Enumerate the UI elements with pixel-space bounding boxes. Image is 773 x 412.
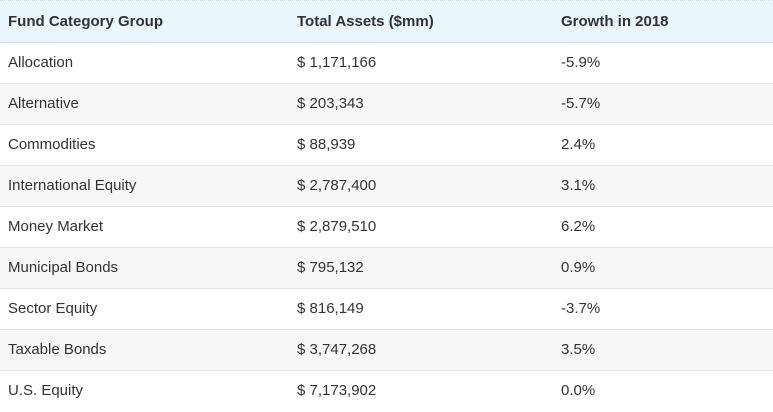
cell-total-assets: $ 3,747,268 — [288, 329, 552, 371]
cell-growth: 0.9% — [552, 247, 773, 289]
cell-fund-category: U.S. Equity — [0, 370, 288, 411]
cell-fund-category: International Equity — [0, 165, 288, 207]
cell-fund-category: Taxable Bonds — [0, 329, 288, 371]
cell-total-assets: $ 88,939 — [288, 124, 552, 166]
cell-fund-category: Alternative — [0, 83, 288, 125]
table-row: Allocation $ 1,171,166 -5.9% — [0, 42, 773, 84]
table-header: Fund Category Group Total Assets ($mm) G… — [0, 1, 773, 43]
cell-total-assets: $ 2,787,400 — [288, 165, 552, 207]
cell-fund-category: Sector Equity — [0, 288, 288, 330]
cell-fund-category: Commodities — [0, 124, 288, 166]
cell-total-assets: $ 1,171,166 — [288, 42, 552, 84]
table-row: Commodities $ 88,939 2.4% — [0, 124, 773, 166]
table-row: International Equity $ 2,787,400 3.1% — [0, 165, 773, 207]
cell-fund-category: Allocation — [0, 42, 288, 84]
table-row: U.S. Equity $ 7,173,902 0.0% — [0, 370, 773, 411]
cell-growth: -5.7% — [552, 83, 773, 125]
cell-growth: 0.0% — [552, 370, 773, 411]
table-body: Allocation $ 1,171,166 -5.9% Alternative… — [0, 42, 773, 411]
table-row: Sector Equity $ 816,149 -3.7% — [0, 288, 773, 330]
table-row: Alternative $ 203,343 -5.7% — [0, 83, 773, 125]
cell-growth: 3.5% — [552, 329, 773, 371]
cell-growth: -3.7% — [552, 288, 773, 330]
cell-growth: 3.1% — [552, 165, 773, 207]
cell-total-assets: $ 203,343 — [288, 83, 552, 125]
header-total-assets[interactable]: Total Assets ($mm) — [288, 1, 552, 43]
cell-fund-category: Money Market — [0, 206, 288, 248]
header-row: Fund Category Group Total Assets ($mm) G… — [0, 1, 773, 43]
header-growth-2018[interactable]: Growth in 2018 — [552, 1, 773, 43]
cell-growth: 6.2% — [552, 206, 773, 248]
cell-total-assets: $ 816,149 — [288, 288, 552, 330]
header-fund-category-group[interactable]: Fund Category Group — [0, 1, 288, 43]
cell-total-assets: $ 2,879,510 — [288, 206, 552, 248]
table-row: Municipal Bonds $ 795,132 0.9% — [0, 247, 773, 289]
cell-growth: -5.9% — [552, 42, 773, 84]
cell-growth: 2.4% — [552, 124, 773, 166]
cell-total-assets: $ 7,173,902 — [288, 370, 552, 411]
table-row: Money Market $ 2,879,510 6.2% — [0, 206, 773, 248]
table-row: Taxable Bonds $ 3,747,268 3.5% — [0, 329, 773, 371]
cell-total-assets: $ 795,132 — [288, 247, 552, 289]
cell-fund-category: Municipal Bonds — [0, 247, 288, 289]
